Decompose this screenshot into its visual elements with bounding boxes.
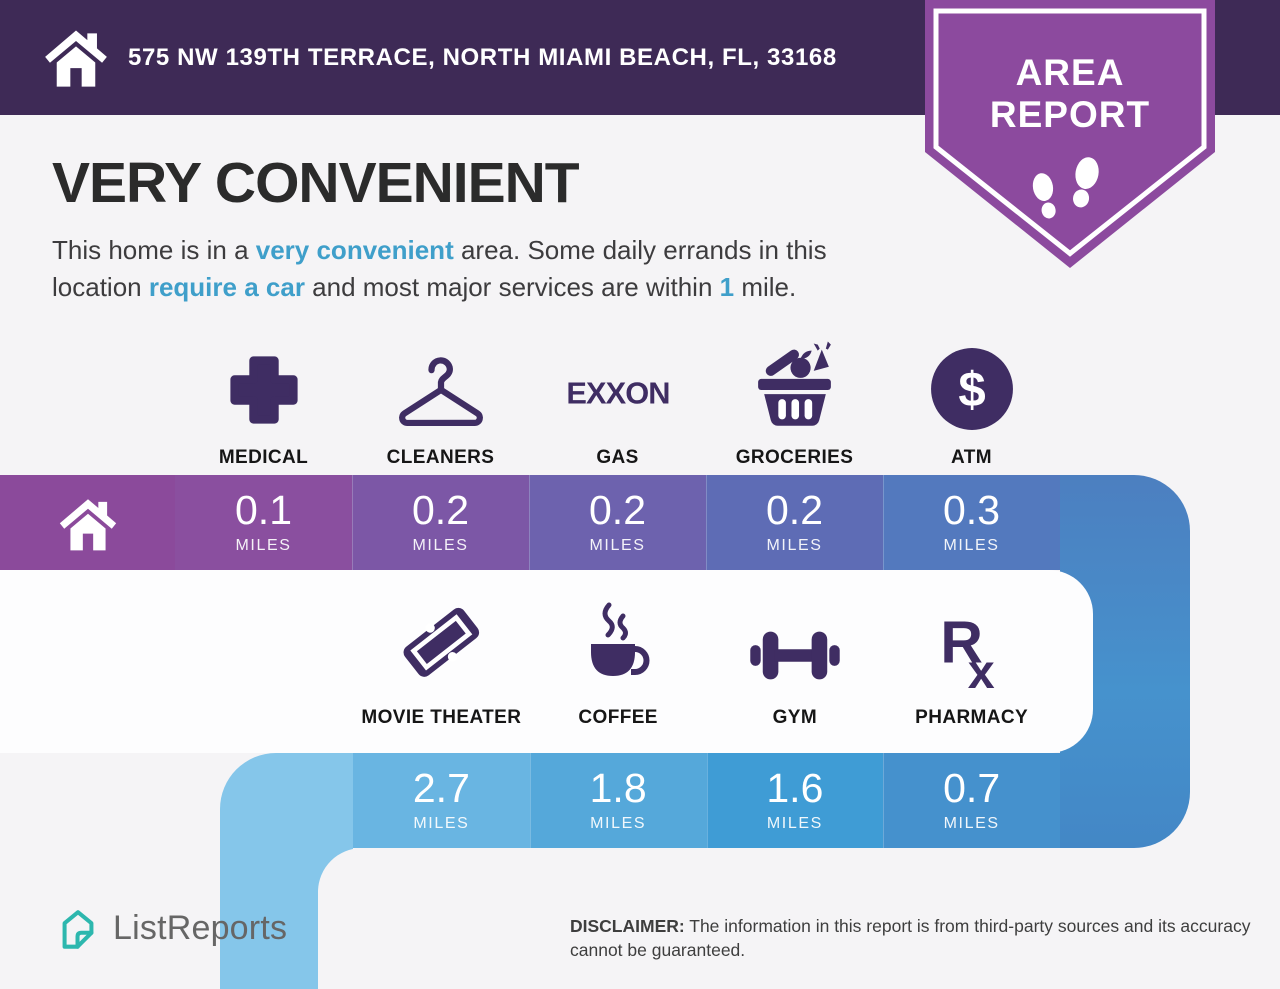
amenity-row-2: MOVIE THEATER COFFEE bbox=[353, 596, 1060, 729]
distance-cell-pharmacy: 0.7 MILES bbox=[883, 753, 1060, 848]
distance-cell-movie-theater: 2.7 MILES bbox=[353, 753, 530, 848]
distance-cell-groceries: 0.2 MILES bbox=[706, 475, 883, 570]
brand-name: ListReports bbox=[113, 908, 288, 947]
coffee-cup-icon bbox=[573, 596, 663, 692]
miles-label: MILES bbox=[943, 537, 1000, 554]
distance-cell-coffee: 1.8 MILES bbox=[529, 753, 707, 848]
amenity-label: GYM bbox=[772, 707, 818, 728]
amenity-label: MOVIE THEATER bbox=[361, 707, 522, 728]
amenity-cleaners: CLEANERS bbox=[352, 336, 529, 469]
route-bottom-notch bbox=[318, 848, 1280, 989]
distance-cell-medical: 0.1 MILES bbox=[175, 475, 352, 570]
medical-cross-icon bbox=[222, 336, 306, 432]
disclaimer-label: DISCLAIMER: bbox=[570, 916, 685, 936]
amenity-label: MEDICAL bbox=[218, 447, 309, 468]
miles-label: MILES bbox=[943, 815, 1000, 832]
desc-highlight-car: require a car bbox=[148, 272, 305, 303]
home-icon bbox=[42, 23, 110, 89]
badge-line2: REPORT bbox=[990, 94, 1150, 135]
miles-label: MILES bbox=[766, 815, 823, 832]
footprints-icon bbox=[1032, 157, 1099, 219]
distance-value: 0.2 bbox=[589, 487, 646, 533]
dollar-sign: $ bbox=[958, 363, 985, 417]
ticket-icon bbox=[389, 596, 493, 692]
rx-letter-x: x bbox=[967, 645, 994, 692]
amenity-movie-theater: MOVIE THEATER bbox=[353, 596, 530, 729]
dumbbell-icon bbox=[743, 596, 847, 692]
distance-value: 0.3 bbox=[943, 487, 1000, 533]
desc-highlight-convenient: very convenient bbox=[255, 235, 454, 265]
route-home-cell bbox=[0, 475, 175, 570]
distance-value: 2.7 bbox=[412, 765, 470, 811]
amenity-row-1: MEDICAL CLEANERS EXXON GAS bbox=[175, 336, 1060, 469]
exxon-logo: EXXON bbox=[562, 336, 674, 432]
distance-cell-gas: 0.2 MILES bbox=[529, 475, 706, 570]
distance-cell-atm: 0.3 MILES bbox=[883, 475, 1060, 570]
amenity-atm: $ ATM bbox=[883, 336, 1060, 469]
rx-letter-r: R bbox=[940, 612, 983, 676]
miles-label: MILES bbox=[235, 537, 292, 554]
area-report-badge: AREA REPORT bbox=[925, 0, 1215, 270]
distance-value: 1.6 bbox=[766, 765, 824, 811]
amenity-gym: GYM bbox=[707, 596, 884, 729]
amenity-label: ATM bbox=[951, 447, 992, 468]
route-inner-notch bbox=[0, 570, 1093, 753]
route-band-row1: 0.1 MILES 0.2 MILES 0.2 MILES 0.2 MILES … bbox=[0, 475, 1060, 570]
distance-cell-gym: 1.6 MILES bbox=[706, 753, 884, 848]
exxon-text: EXXON bbox=[566, 375, 669, 410]
amenity-label: GAS bbox=[596, 447, 639, 468]
miles-label: MILES bbox=[590, 815, 647, 832]
listreports-icon bbox=[62, 910, 94, 949]
page-title: VERY CONVENIENT bbox=[52, 151, 580, 215]
badge-line1: AREA bbox=[1016, 52, 1125, 93]
miles-label: MILES bbox=[412, 537, 469, 554]
distance-value: 0.1 bbox=[235, 487, 292, 533]
miles-label: MILES bbox=[413, 815, 470, 832]
amenity-label: PHARMACY bbox=[915, 707, 1029, 728]
amenity-groceries: GROCERIES bbox=[706, 336, 883, 469]
hanger-icon bbox=[391, 336, 491, 432]
miles-label: MILES bbox=[589, 537, 646, 554]
desc-text: area. Some daily errands in this locatio… bbox=[52, 235, 827, 303]
dollar-circle-icon: $ bbox=[929, 336, 1015, 432]
rx-icon: R x bbox=[934, 596, 1010, 692]
distance-value: 0.7 bbox=[943, 765, 1001, 811]
distance-value: 0.2 bbox=[766, 487, 823, 533]
disclaimer: DISCLAIMER: The information in this repo… bbox=[570, 914, 1258, 962]
desc-text: and most major services are within bbox=[304, 272, 720, 303]
amenity-gas: EXXON GAS bbox=[529, 336, 706, 469]
desc-text: mile. bbox=[734, 272, 797, 303]
amenity-pharmacy: R x PHARMACY bbox=[883, 596, 1060, 729]
distance-value: 1.8 bbox=[589, 765, 647, 811]
route-band-row2: 2.7 MILES 1.8 MILES 1.6 MILES 0.7 MILES bbox=[353, 753, 1060, 848]
desc-highlight-mile: 1 bbox=[719, 272, 735, 303]
amenity-medical: MEDICAL bbox=[175, 336, 352, 469]
page-description: This home is in a very convenient area. … bbox=[52, 232, 914, 306]
miles-label: MILES bbox=[766, 537, 823, 554]
desc-text: This home is in a bbox=[52, 235, 256, 265]
amenity-label: COFFEE bbox=[578, 707, 658, 728]
home-icon bbox=[59, 499, 116, 551]
distance-cell-cleaners: 0.2 MILES bbox=[352, 475, 529, 570]
disclaimer-text: The information in this report is from t… bbox=[570, 916, 1251, 961]
distance-value: 0.2 bbox=[412, 487, 469, 533]
amenity-label: CLEANERS bbox=[386, 447, 495, 468]
listreports-logo: ListReports bbox=[55, 905, 287, 951]
amenity-label: GROCERIES bbox=[735, 447, 854, 468]
amenity-coffee: COFFEE bbox=[530, 596, 707, 729]
grocery-basket-icon bbox=[747, 336, 843, 432]
property-address: 575 NW 139TH TERRACE, NORTH MIAMI BEACH,… bbox=[128, 43, 837, 71]
